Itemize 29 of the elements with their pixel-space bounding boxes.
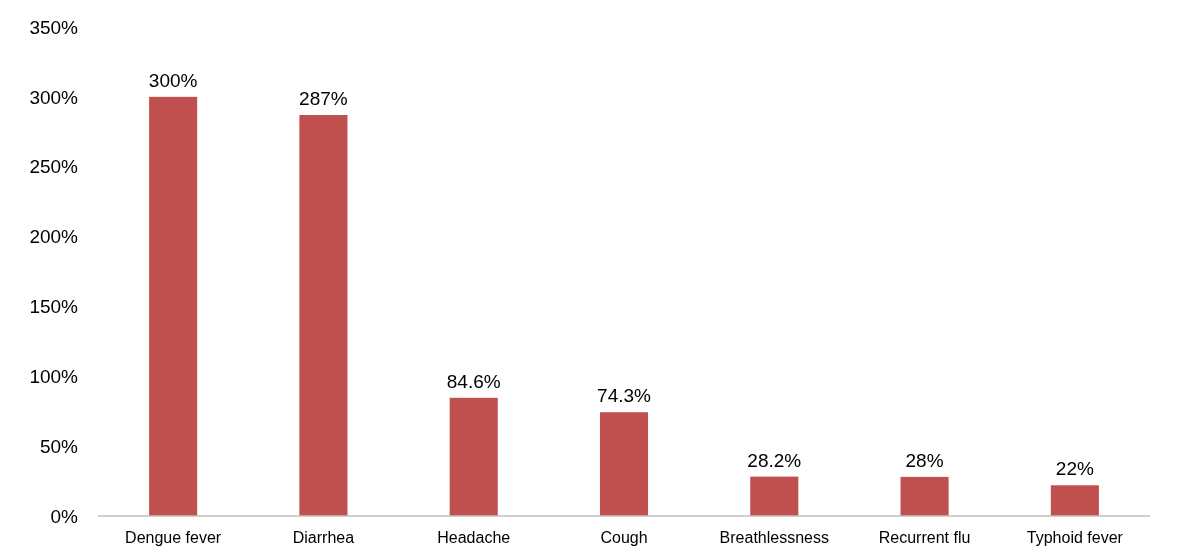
data-label: 74.3%: [597, 385, 652, 407]
x-tick-label: Diarrhea: [292, 529, 355, 546]
bar: [299, 115, 348, 516]
bar: [750, 476, 799, 516]
bar: [900, 476, 949, 516]
x-tick-label: Breathlessness: [719, 529, 829, 546]
bar: [1050, 485, 1099, 516]
y-tick-label: 200%: [29, 226, 79, 248]
y-tick-label: 50%: [39, 435, 79, 457]
y-tick-label: 150%: [29, 296, 79, 318]
data-label: 287%: [299, 88, 348, 110]
bar: [149, 96, 198, 516]
x-tick-label: Dengue fever: [125, 529, 222, 546]
bar: [449, 397, 498, 516]
y-tick-label: 350%: [29, 16, 79, 38]
y-tick-label: 250%: [29, 156, 79, 178]
data-label: 84.6%: [446, 370, 501, 392]
bar: [599, 412, 649, 516]
x-tick-label: Typhoid fever: [1026, 529, 1124, 546]
data-label: 28.2%: [747, 449, 802, 471]
x-tick-label: Recurrent flu: [878, 529, 971, 546]
data-label: 300%: [148, 69, 198, 91]
y-tick-label: 100%: [29, 365, 79, 387]
x-tick-label: Headache: [437, 529, 511, 546]
data-label: 28%: [905, 449, 944, 471]
data-label: 22%: [1055, 458, 1094, 480]
x-tick-label: Cough: [600, 529, 648, 546]
y-tick-label: 0%: [50, 505, 79, 527]
y-tick-label: 300%: [29, 86, 79, 108]
